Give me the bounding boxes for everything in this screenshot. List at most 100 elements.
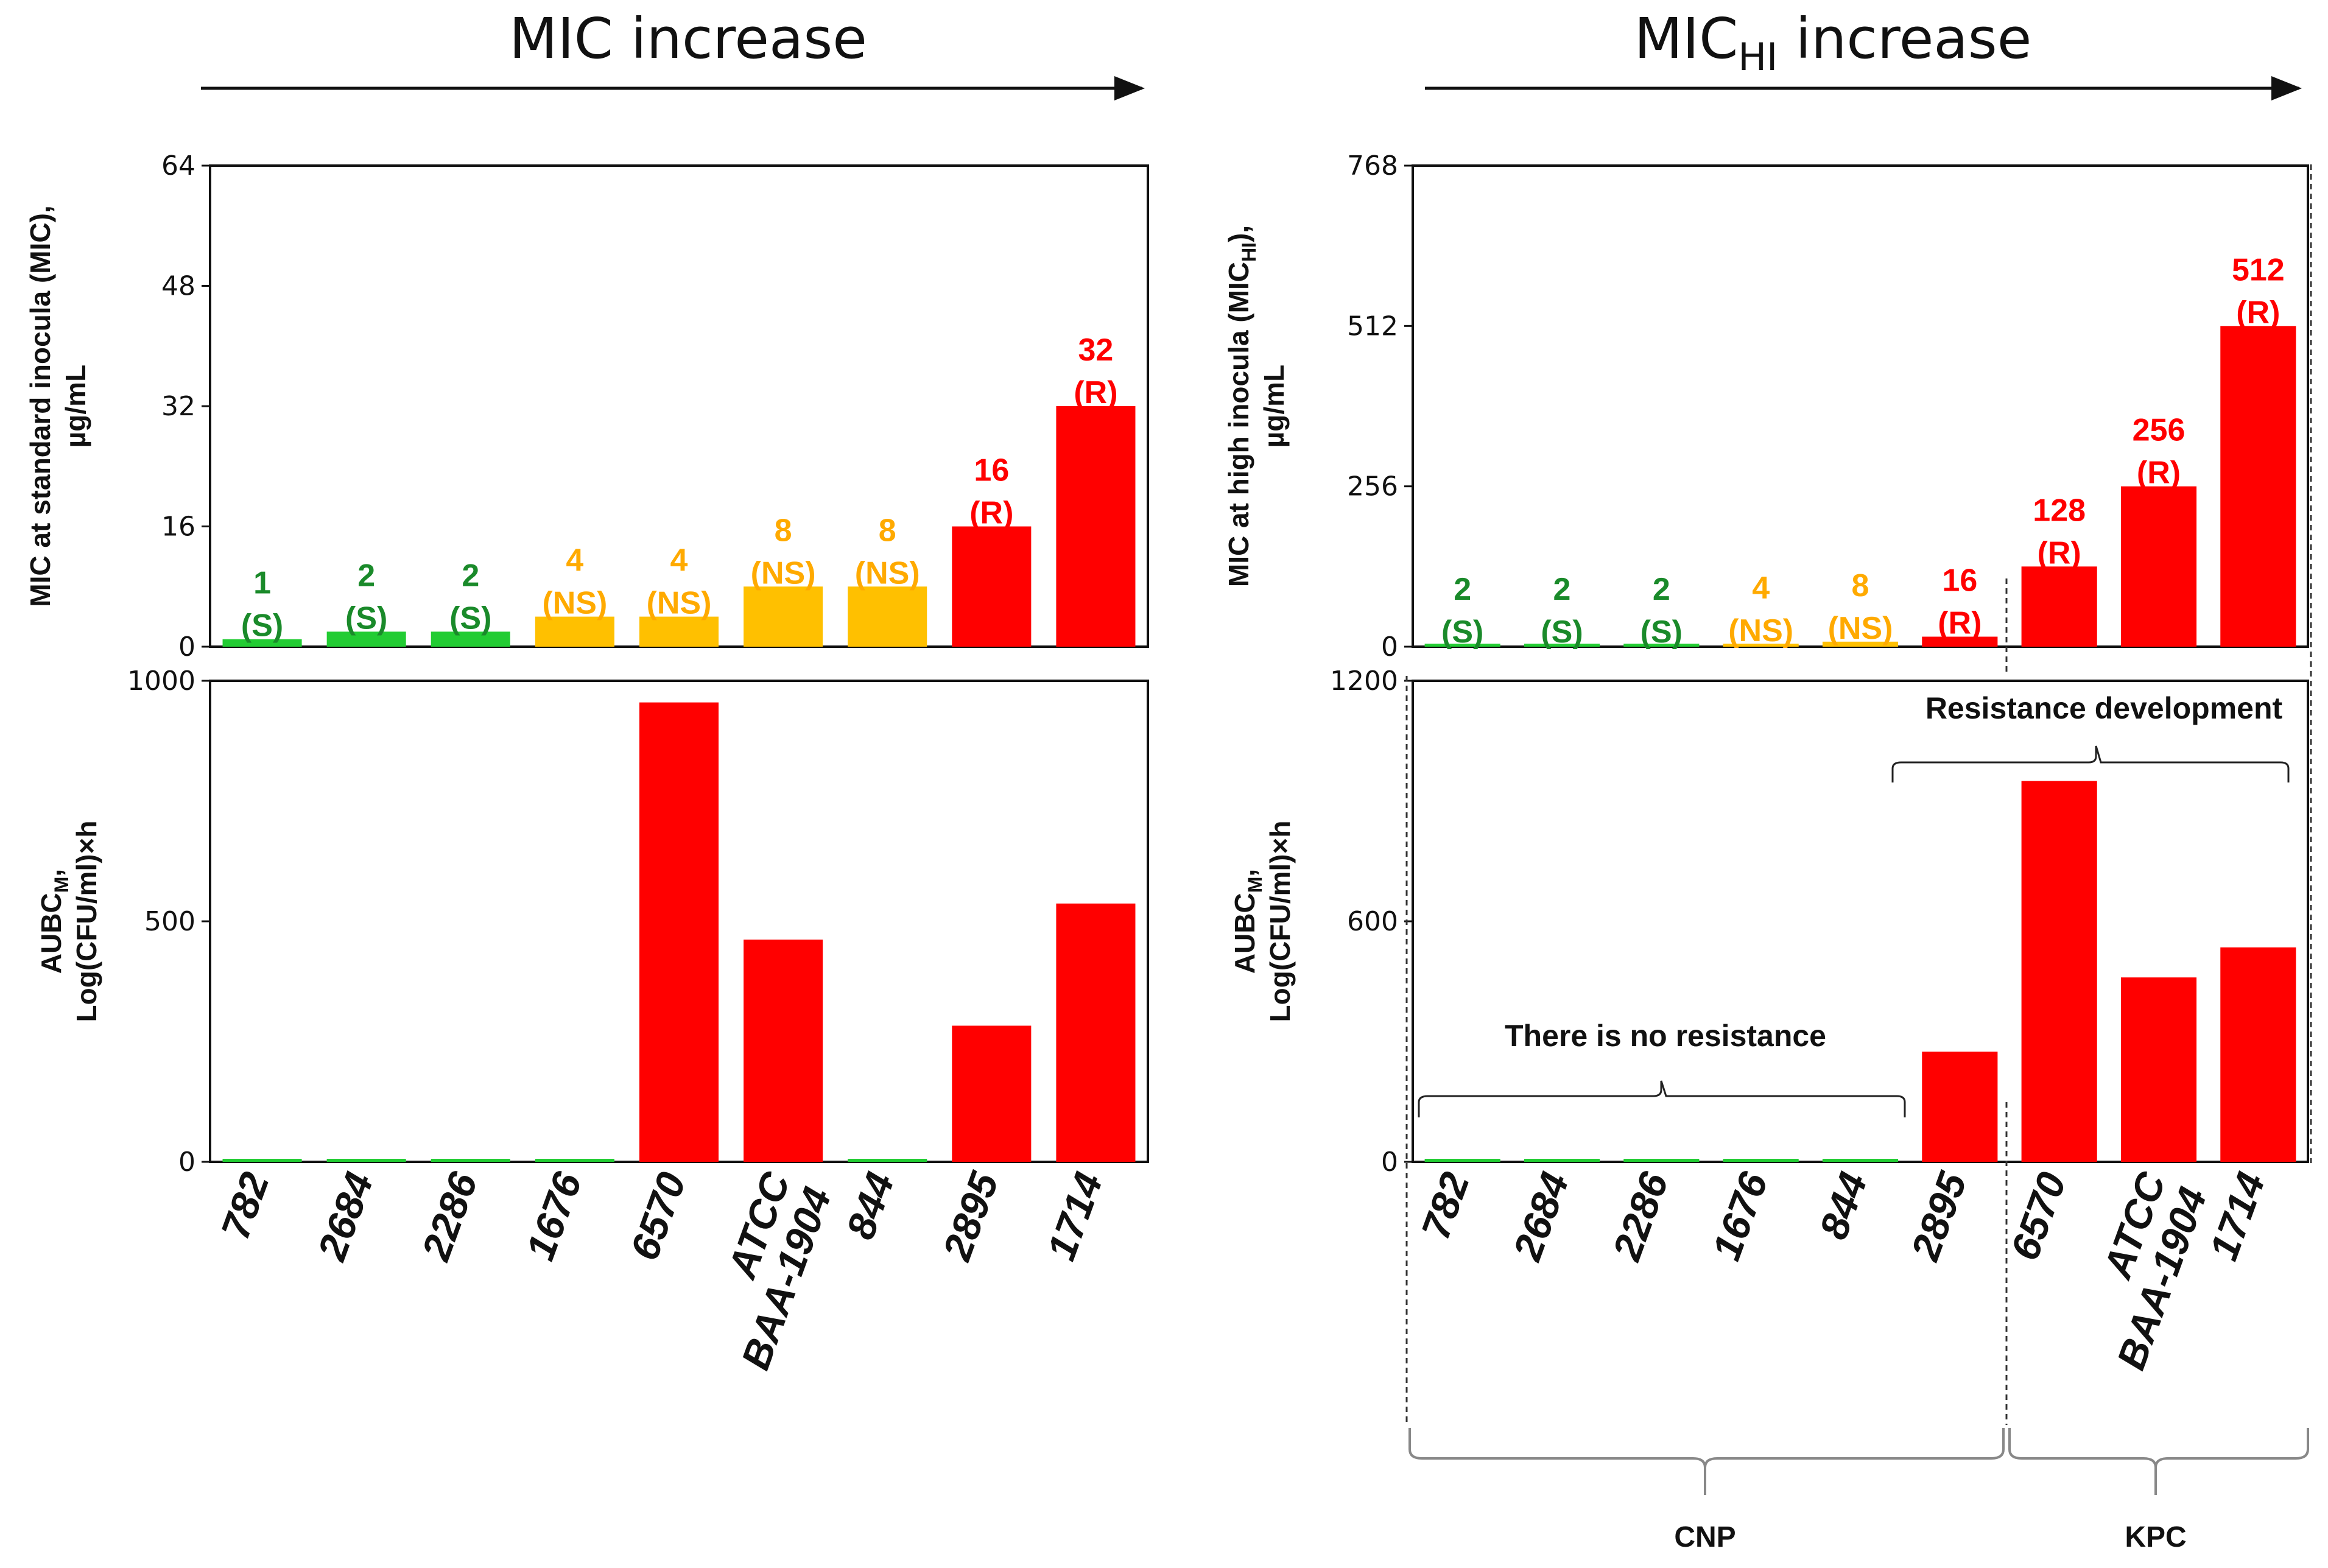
bar-left_bottom-1676 <box>535 1159 614 1162</box>
x-category-label-line: 2895 <box>1902 1165 1975 1267</box>
bar-left_top-1676 <box>535 616 614 647</box>
bar-left_bottom-2286 <box>431 1159 510 1162</box>
y-axis-label-line1: MIC at standard inocula (MIC), <box>24 205 56 606</box>
x-category-label-line: 782 <box>213 1166 278 1245</box>
bar-right_top-atcc-baa-1904 <box>2120 486 2197 647</box>
bar-status-label: (R) <box>969 496 1013 531</box>
panel-mic-standard: 0 16 32 48 64 MIC at standard inocula (MIC), µ… <box>24 150 1149 663</box>
resistance-development-brace <box>1891 745 2290 782</box>
bar-status-label: (NS) <box>1728 613 1793 649</box>
bar-status-label: (S) <box>1541 614 1583 650</box>
y-axis-label-line2: µg/mL <box>60 365 91 448</box>
x-category-label: 2684 <box>308 1166 381 1267</box>
bar-status-label: (R) <box>2137 455 2181 491</box>
y-axis-label: MIC at high inocula (MICHI),µg/mL <box>1223 225 1290 587</box>
right-header-sub: HI <box>1738 35 1778 79</box>
y-tick-label: 48 <box>161 271 195 302</box>
bar-left_bottom-2684 <box>326 1159 406 1162</box>
bar-right_top-2895 <box>1922 636 1998 647</box>
y-axis-label-tail: , <box>35 869 67 877</box>
kpc-group-brace <box>2008 1428 2309 1495</box>
bar-value-label: 2 <box>1454 572 1471 607</box>
bar-left_top-844 <box>848 586 927 647</box>
y-tick-label: 600 <box>1347 906 1398 937</box>
bar-status-label: (NS) <box>647 586 712 621</box>
bar-status-label: (R) <box>2236 295 2280 330</box>
x-category-label-line: 6570 <box>621 1166 694 1266</box>
y-axis-label-sub: HI <box>1238 242 1260 262</box>
x-category-label-line: 6570 <box>2002 1166 2075 1266</box>
bar-value-label: 4 <box>566 543 583 578</box>
y-tick-label: 500 <box>144 906 195 937</box>
x-category-label-line: 1676 <box>517 1165 590 1265</box>
right-header-title: MICHI increase <box>1634 6 2032 79</box>
x-category-label-line: 782 <box>1413 1166 1478 1245</box>
y-tick-label: 0 <box>1381 631 1398 663</box>
x-category-label-line: 1714 <box>2201 1166 2274 1265</box>
y-tick-label: 0 <box>178 631 195 663</box>
y-tick-label: 16 <box>161 512 195 543</box>
bar-status-label: (S) <box>241 608 283 644</box>
y-axis-label: MIC at standard inocula (MIC), µg/mL <box>24 205 91 606</box>
x-category-label: 2895 <box>934 1165 1007 1267</box>
x-category-label: 2684 <box>1504 1166 1577 1267</box>
kpc-group-label: KPC <box>2125 1521 2186 1553</box>
y-tick-label: 512 <box>1347 311 1398 342</box>
bar-right_top-2286 <box>1623 644 1700 647</box>
y-axis-label: AUBCM, Log(CFU/ml)×h <box>35 821 102 1022</box>
panel-aubc-left: 0 500 1000 AUBCM, Log(CFU/ml)×h 782 2684 2286 16… <box>35 666 1149 1375</box>
y-axis-label-line2: Log(CFU/ml)×h <box>1264 821 1296 1022</box>
y-axis-label-line2: Log(CFU/ml)×h <box>71 821 102 1022</box>
bar-right_top-1676 <box>1723 644 1799 647</box>
bar-value-label: 512 <box>2232 252 2285 287</box>
bar-left_bottom-2895 <box>952 1025 1032 1162</box>
x-category-label: 2286 <box>412 1165 486 1267</box>
bar-left_top-atcc-baa-1904 <box>744 586 823 647</box>
bar-value-label: 4 <box>1752 571 1770 606</box>
x-category-label-line: 844 <box>1810 1166 1876 1245</box>
y-tick-label: 768 <box>1347 150 1398 181</box>
bar-status-label: (R) <box>2038 535 2081 571</box>
x-category-label: 1676 <box>517 1165 590 1265</box>
x-category-label: 782 <box>213 1166 278 1245</box>
x-category-label: 6570 <box>2002 1166 2075 1266</box>
y-tick-label: 1200 <box>1330 666 1398 697</box>
bar-right_bottom-2286 <box>1623 1159 1700 1162</box>
bar-right_top-844 <box>1822 641 1899 647</box>
y-tick-label: 64 <box>161 150 195 181</box>
bar-right_bottom-atcc-baa-1904 <box>2120 977 2197 1162</box>
bar-status-label: (S) <box>1441 614 1483 650</box>
right-header-main: MIC <box>1634 6 1739 71</box>
bar-status-label: (S) <box>1641 614 1683 650</box>
bar-left_top-2286 <box>431 631 510 647</box>
bar-value-label: 2 <box>357 558 375 593</box>
bar-value-label: 128 <box>2033 493 2086 528</box>
bar-right_bottom-782 <box>1424 1159 1500 1162</box>
bar-value-label: 2 <box>462 558 479 593</box>
bar-right_bottom-1714 <box>2220 947 2296 1162</box>
bar-left_bottom-1714 <box>1056 903 1136 1162</box>
resistance-development-label: Resistance development <box>1925 691 2283 725</box>
y-axis-label-line1: MIC at high inocula (MICHI), <box>1223 225 1260 587</box>
bar-status-label: (R) <box>1938 606 1982 641</box>
cnp-group-brace <box>1408 1428 2005 1495</box>
bar-left_top-2895 <box>952 526 1032 647</box>
bar-left_top-782 <box>222 639 302 647</box>
bar-status-label: (S) <box>345 600 387 636</box>
bar-right_top-1714 <box>2220 326 2296 647</box>
x-category-label-line: 1714 <box>1038 1166 1111 1265</box>
x-category-label-line: 2684 <box>308 1166 381 1267</box>
bar-value-label: 8 <box>1852 568 1869 603</box>
no-resistance-brace <box>1418 1080 1906 1117</box>
bar-right_bottom-844 <box>1822 1159 1899 1162</box>
bar-status-label: (S) <box>449 600 491 636</box>
bar-value-label: 1 <box>253 566 271 601</box>
bar-value-label: 16 <box>974 453 1009 488</box>
bar-right_top-6570 <box>2021 566 2097 647</box>
x-category-label-line: 1676 <box>1703 1165 1776 1265</box>
y-tick-label: 1000 <box>127 666 195 697</box>
bar-status-label: (NS) <box>751 555 816 591</box>
y-tick-label: 0 <box>1381 1147 1398 1178</box>
bar-right_bottom-6570 <box>2021 781 2097 1162</box>
bar-value-label: 32 <box>1078 332 1114 368</box>
